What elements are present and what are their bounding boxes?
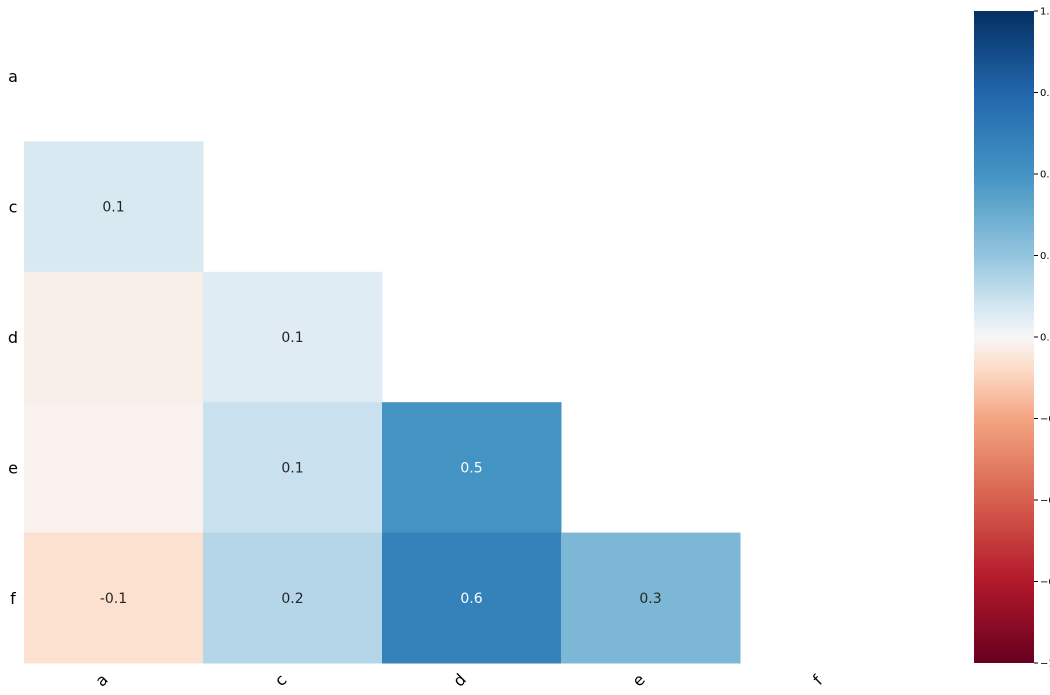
cell-label-f-c: 0.2 (281, 591, 303, 607)
cell-label-f-a: -0.1 (100, 591, 127, 607)
col-label-c: c (271, 670, 291, 690)
colorbar-tick-label: 0.75 (1040, 88, 1050, 99)
cell-label-c-a: 0.1 (102, 200, 124, 216)
cell-label-e-d: 0.5 (460, 460, 482, 476)
heatmap-cell-labels: 0.1 0.1 0.1 0.5 -0.1 0.2 0.6 0.3 (100, 200, 662, 607)
row-label-c: c (9, 198, 18, 217)
cell-f-d (382, 532, 562, 664)
colorbar-tick-label: −0.25 (1040, 414, 1050, 425)
cell-f-a (24, 532, 204, 664)
col-label-a: a (91, 670, 111, 690)
cell-e-c (203, 402, 383, 534)
cell-c-a (24, 141, 204, 273)
row-tick-labels: a c d e f (8, 67, 18, 608)
colorbar-tick-label: 1.00 (1040, 7, 1050, 18)
cell-label-e-c: 0.1 (281, 460, 303, 476)
colorbar-tick-label: 0.25 (1040, 251, 1050, 262)
colorbar-tick-label: −0.75 (1040, 577, 1050, 588)
colorbar-tick-label: 0.00 (1040, 333, 1050, 344)
row-label-e: e (8, 458, 18, 477)
row-label-f: f (10, 589, 16, 608)
cell-e-d (382, 402, 562, 534)
row-label-a: a (8, 67, 18, 86)
cell-label-d-c: 0.1 (281, 330, 303, 346)
cell-d-a (24, 271, 204, 403)
cell-d-c (203, 271, 383, 403)
cell-f-c (203, 532, 383, 664)
colorbar: 1.00 0.75 0.50 0.25 0.00 −0.25 −0.50 −0.75 −1.00 (974, 7, 1050, 670)
col-label-d: d (449, 670, 470, 691)
cell-label-f-e: 0.3 (639, 591, 661, 607)
colorbar-gradient (974, 11, 1034, 663)
row-label-d: d (8, 328, 18, 347)
colorbar-ticks: 1.00 0.75 0.50 0.25 0.00 −0.25 −0.50 −0.75 −1.00 (1034, 7, 1050, 670)
col-label-e: e (628, 670, 648, 690)
colorbar-tick-label: 0.50 (1040, 170, 1050, 181)
colorbar-tick-label: −0.50 (1040, 496, 1050, 507)
colorbar-tick-label: −1.00 (1040, 659, 1050, 670)
col-label-f: f (809, 671, 827, 689)
cell-f-e (561, 532, 741, 664)
heatmap-cells (24, 141, 741, 664)
cell-e-a (24, 402, 204, 534)
cell-label-f-d: 0.6 (460, 591, 482, 607)
